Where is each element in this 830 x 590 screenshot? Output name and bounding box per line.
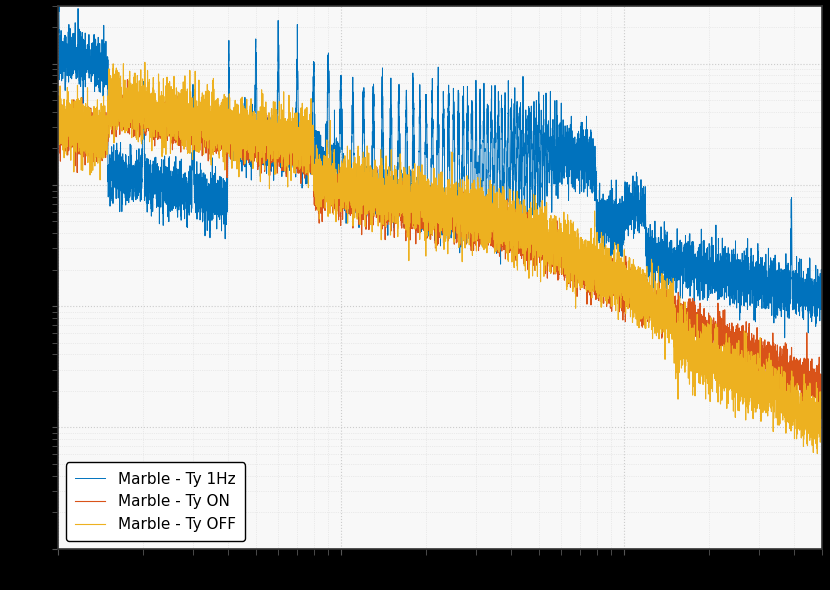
Marble - Ty 1Hz (505, 221, 515, 228)
Marble - Ty OFF (91, 115, 101, 122)
Line: Marble - Ty OFF: Marble - Ty OFF (58, 63, 822, 454)
Marble - Ty OFF (539, 236, 549, 243)
Marble - Ty 1Hz (91, 60, 101, 67)
Marble - Ty ON (539, 254, 549, 261)
Marble - Ty OFF (813, 450, 823, 457)
Line: Marble - Ty 1Hz: Marble - Ty 1Hz (58, 0, 822, 337)
Line: Marble - Ty ON: Marble - Ty ON (58, 80, 822, 408)
Marble - Ty 1Hz (660, 281, 670, 288)
Marble - Ty 1Hz (539, 142, 549, 149)
Marble - Ty OFF (660, 356, 670, 363)
Marble - Ty ON (330, 196, 339, 204)
Marble - Ty ON (817, 378, 827, 385)
Marble - Ty 1Hz (817, 268, 827, 275)
Marble - Ty 1Hz (779, 334, 789, 341)
Marble - Ty OFF (330, 183, 339, 190)
Marble - Ty ON (815, 404, 825, 411)
Marble - Ty 1Hz (330, 136, 339, 143)
Marble - Ty ON (505, 235, 515, 242)
Marble - Ty ON (53, 124, 63, 132)
Marble - Ty OFF (505, 201, 515, 208)
Marble - Ty OFF (817, 409, 827, 417)
Marble - Ty ON (123, 76, 133, 83)
Marble - Ty ON (91, 126, 101, 133)
Marble - Ty OFF (140, 59, 150, 66)
Marble - Ty 1Hz (619, 217, 629, 224)
Marble - Ty OFF (53, 107, 63, 114)
Legend: Marble - Ty 1Hz, Marble - Ty ON, Marble - Ty OFF: Marble - Ty 1Hz, Marble - Ty ON, Marble … (66, 463, 245, 541)
Marble - Ty ON (619, 306, 629, 313)
Marble - Ty OFF (619, 246, 629, 253)
Marble - Ty ON (660, 313, 670, 320)
